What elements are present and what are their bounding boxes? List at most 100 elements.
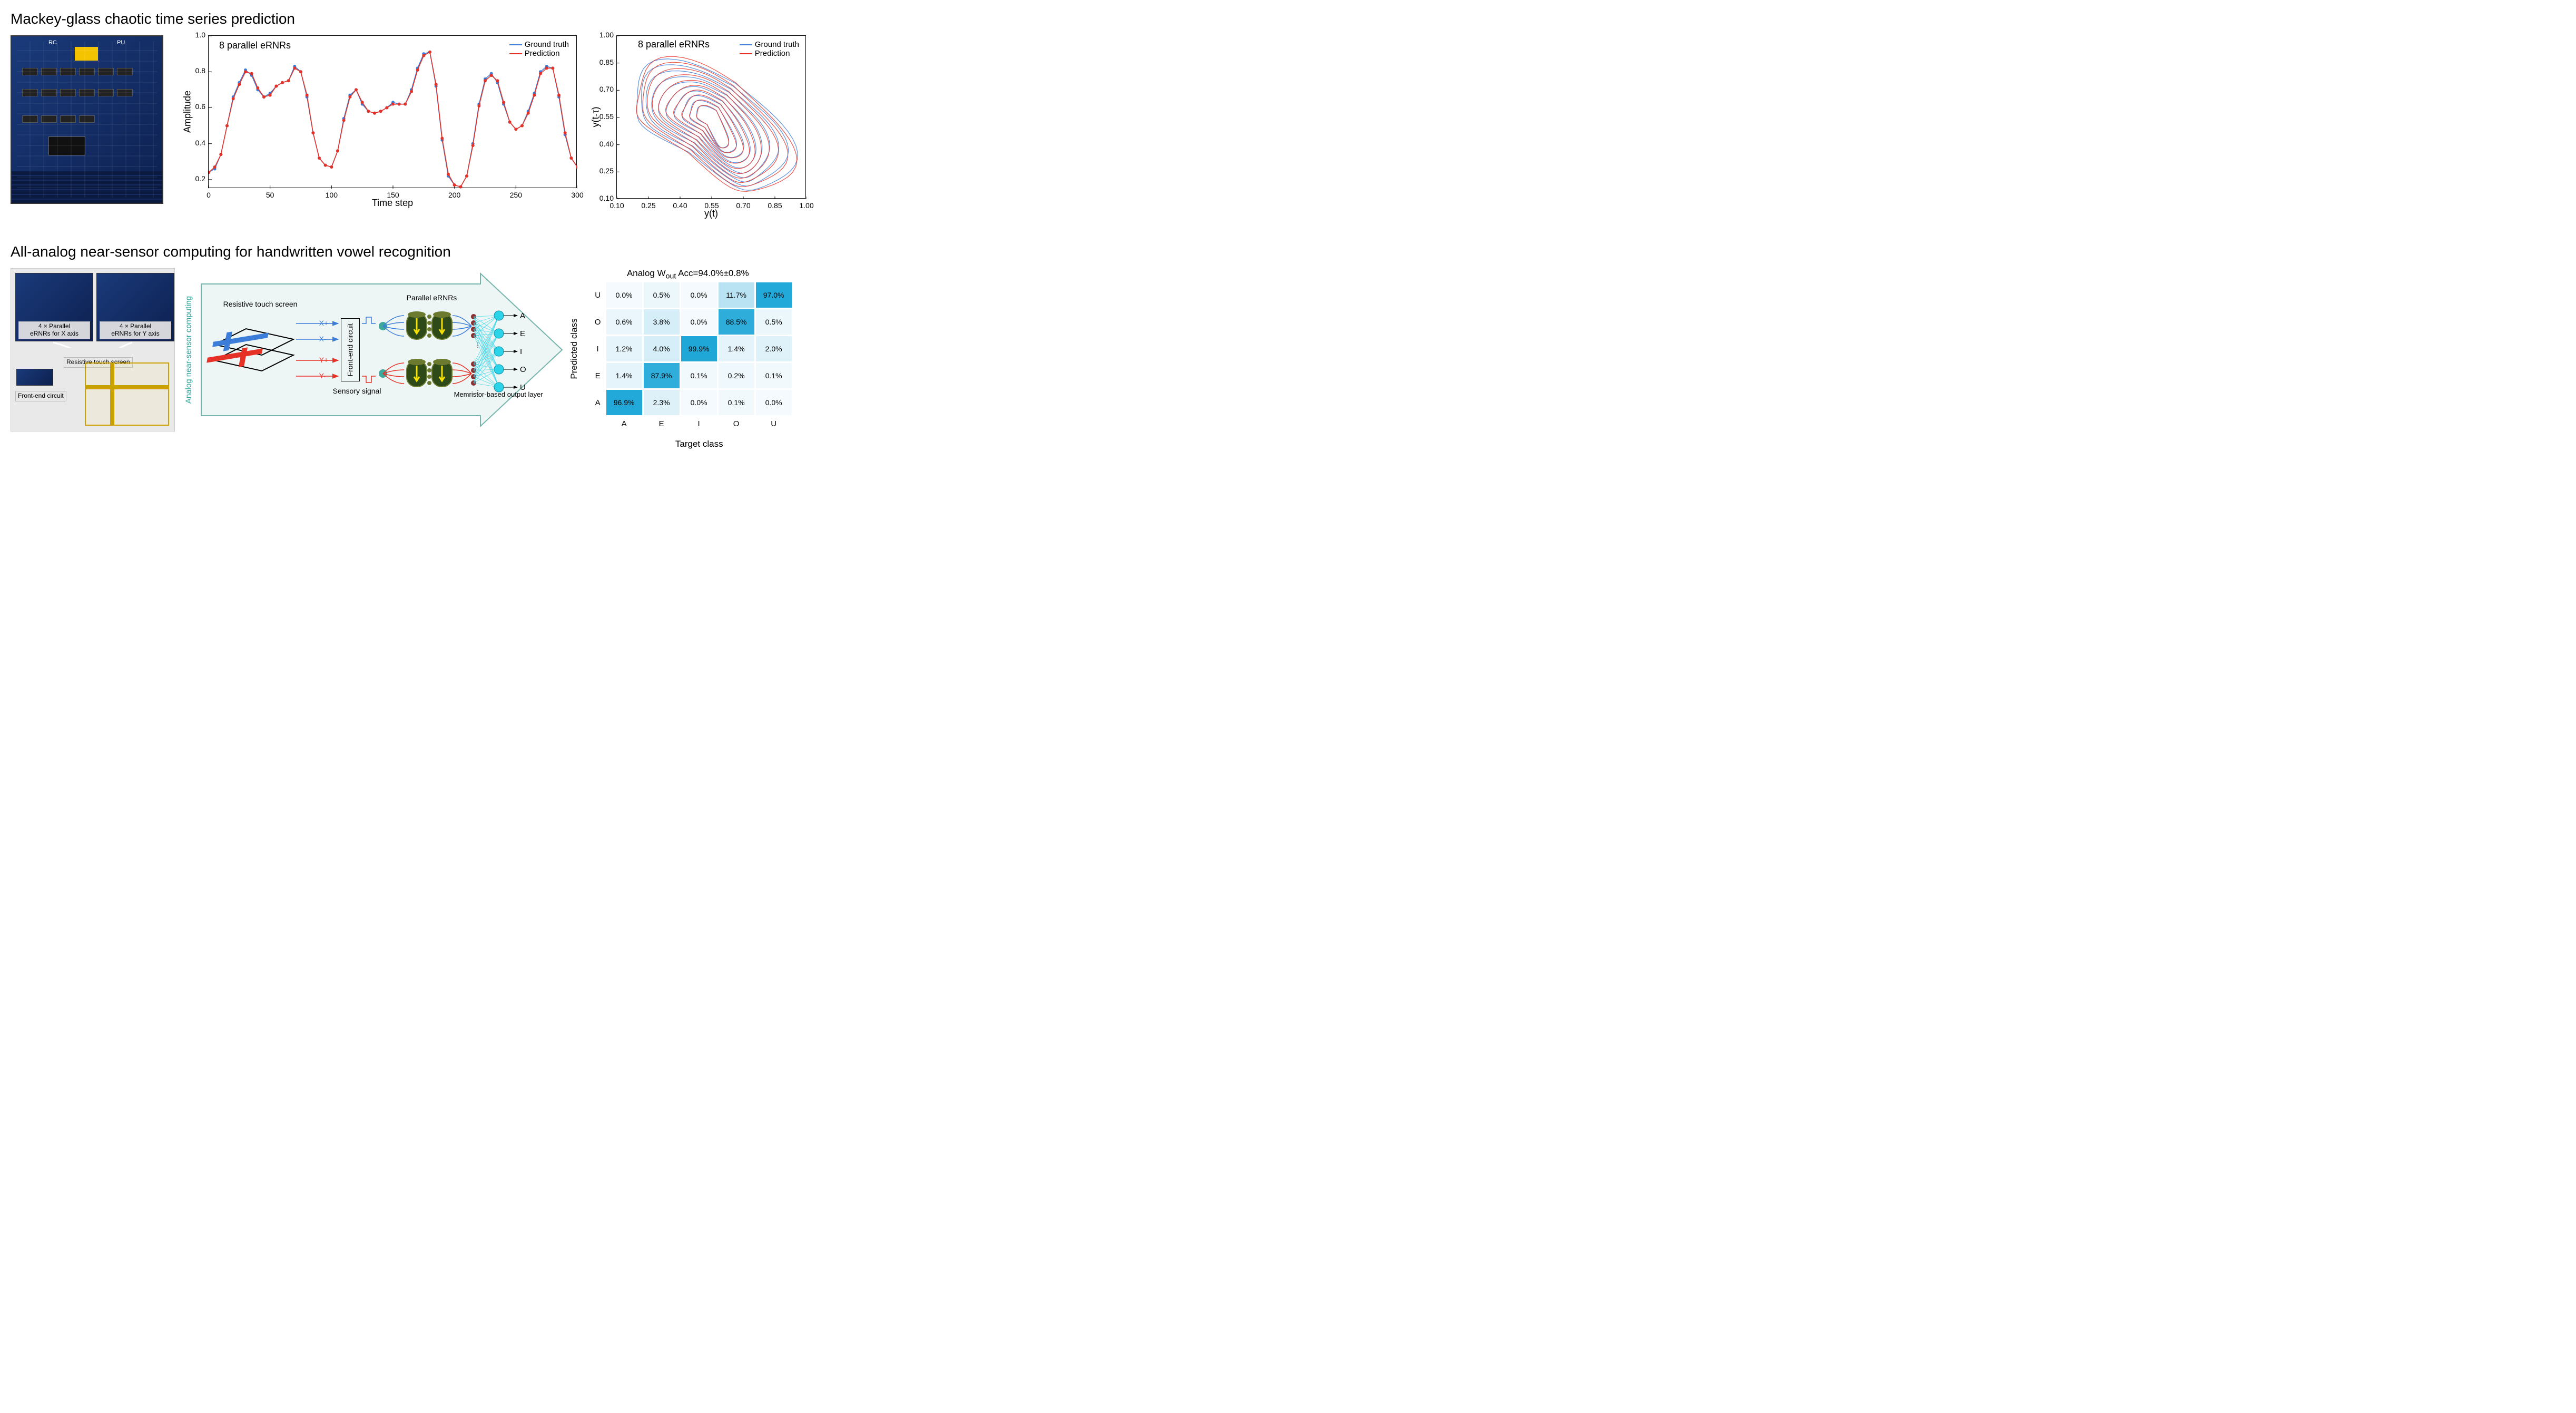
pcb-photo: RC PU <box>11 35 163 204</box>
cm-cell: 0.1% <box>756 363 792 388</box>
xtick: 0.70 <box>736 201 750 210</box>
sig-xm: X- <box>319 335 327 343</box>
sig-yp: Y+ <box>319 356 329 364</box>
xtick: 300 <box>571 191 583 199</box>
cm-cell: 1.4% <box>719 336 754 361</box>
pcb-box: RC PU <box>11 35 163 204</box>
cm-rowlabel: I <box>591 336 605 361</box>
hw-x-label: 4 × Parallel eRNRs for X axis <box>18 321 90 339</box>
ytick: 0.2 <box>195 174 205 183</box>
section2-title: All-analog near-sensor computing for han… <box>11 243 801 260</box>
xtick: 0.55 <box>704 201 719 210</box>
ytick: 1.0 <box>195 31 205 39</box>
ytick: 0.25 <box>599 166 614 175</box>
cm-cell: 99.9% <box>681 336 717 361</box>
schematic-side-label: Analog near-sensor computing <box>184 296 193 404</box>
svg-text:E: E <box>520 329 525 338</box>
cm-cell: 97.0% <box>756 282 792 308</box>
cm-cell: 0.1% <box>681 363 717 388</box>
cm-collabel: O <box>719 417 754 430</box>
xtick: 100 <box>326 191 338 199</box>
timeseries-panel: 8 parallel eRNRs Ground truth Prediction… <box>179 35 577 212</box>
ytick: 0.55 <box>599 112 614 121</box>
cm-cell: 0.1% <box>719 390 754 415</box>
cm-cell: 0.0% <box>681 390 717 415</box>
timeseries-chart: 8 parallel eRNRs Ground truth Prediction… <box>208 35 577 188</box>
hardware-photo: 4 × Parallel eRNRs for X axis 4 × Parall… <box>11 268 175 431</box>
cm-collabel: U <box>756 417 792 430</box>
pcb-yellow-block <box>75 47 98 61</box>
schematic-touch-label: Resistive touch screen <box>223 300 298 308</box>
timeseries-ylabel: Amplitude <box>182 91 193 133</box>
cm-cell: 2.0% <box>756 336 792 361</box>
xtick: 0.10 <box>609 201 624 210</box>
xtick: 200 <box>448 191 460 199</box>
phase-chart: 8 parallel eRNRs Ground truth Prediction… <box>616 35 806 199</box>
cm-cell: 0.5% <box>644 282 680 308</box>
ytick: 0.70 <box>599 85 614 93</box>
cm-cell: 0.0% <box>681 282 717 308</box>
cm-rowlabel: E <box>591 363 605 388</box>
svg-text:A: A <box>520 311 525 320</box>
cm-rowlabel: U <box>591 282 605 308</box>
xtick: 1.00 <box>799 201 813 210</box>
frontend-box-label: Front-end circuit <box>346 323 355 376</box>
cm-cell: 2.3% <box>644 390 680 415</box>
cm-cell: 96.9% <box>606 390 642 415</box>
cm-cell: 0.0% <box>606 282 642 308</box>
hw-y-label: 4 × Parallel eRNRs for Y axis <box>100 321 171 339</box>
svg-text:O: O <box>520 365 526 374</box>
sig-ym: Y- <box>319 371 326 380</box>
xtick: 0.85 <box>768 201 782 210</box>
xtick: 0.25 <box>641 201 655 210</box>
pcb-rc-label: RC <box>48 40 57 46</box>
phase-xlabel: y(t) <box>704 208 718 219</box>
svg-text:I: I <box>520 347 522 356</box>
frontend-box: Front-end circuit <box>341 318 360 381</box>
touch-panel <box>85 362 169 426</box>
xtick: 50 <box>266 191 274 199</box>
ytick: 0.40 <box>599 140 614 148</box>
section1-row: RC PU 8 parallel eRNRs Ground truth <box>11 35 801 222</box>
cm-collabel: A <box>606 417 642 430</box>
frontend-module <box>16 369 53 386</box>
cm-cell: 0.0% <box>756 390 792 415</box>
cm-cell: 0.0% <box>681 309 717 335</box>
xtick: 0 <box>207 191 211 199</box>
pcb-connector <box>48 136 85 155</box>
schematic-svg: AEIOU <box>185 268 565 431</box>
ytick: 1.00 <box>599 31 614 39</box>
ytick: 0.8 <box>195 66 205 75</box>
xtick: 0.40 <box>673 201 687 210</box>
cm-ylabel: Predicted class <box>569 318 579 379</box>
hw-frontend-label: Front-end circuit <box>15 391 66 401</box>
cm-cell: 4.0% <box>644 336 680 361</box>
sig-xp: X+ <box>319 319 329 327</box>
cm-title: Analog Wout Acc=94.0%±0.8% <box>575 268 801 280</box>
confusion-matrix: Analog Wout Acc=94.0%±0.8% U0.0%0.5%0.0%… <box>575 268 801 447</box>
section2-row: 4 × Parallel eRNRs for X axis 4 × Parall… <box>11 268 801 447</box>
cm-cell: 88.5% <box>719 309 754 335</box>
xtick: 150 <box>387 191 399 199</box>
xtick: 250 <box>510 191 522 199</box>
cm-rowlabel: O <box>591 309 605 335</box>
cm-cell: 87.9% <box>644 363 680 388</box>
cm-cell: 11.7% <box>719 282 754 308</box>
cm-cell: 0.2% <box>719 363 754 388</box>
cm-cell: 0.6% <box>606 309 642 335</box>
parallel-label: Parallel eRNRs <box>407 293 457 302</box>
ytick: 0.6 <box>195 102 205 111</box>
cm-collabel: I <box>681 417 717 430</box>
sensory-label: Sensory signal <box>333 387 381 395</box>
schematic: AEIOU Analog near-sensor computing Resis… <box>185 268 565 431</box>
cm-cell: 0.5% <box>756 309 792 335</box>
cm-cell: 1.2% <box>606 336 642 361</box>
cm-cell: 1.4% <box>606 363 642 388</box>
cm-cell: 3.8% <box>644 309 680 335</box>
pcb-pu-label: PU <box>117 40 125 46</box>
cm-xlabel: Target class <box>675 439 723 449</box>
ytick: 0.4 <box>195 139 205 147</box>
cm-collabel: E <box>644 417 680 430</box>
section1-title: Mackey-glass chaotic time series predict… <box>11 11 801 27</box>
ytick: 0.85 <box>599 58 614 66</box>
